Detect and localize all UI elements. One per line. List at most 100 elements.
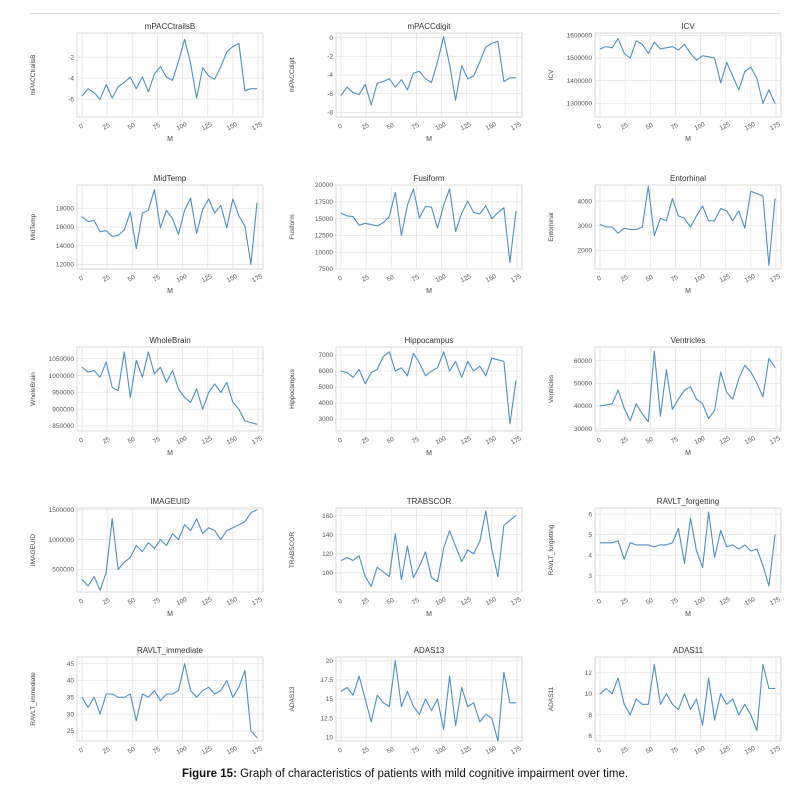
y-tick-label: 3000	[578, 223, 593, 230]
data-point	[172, 370, 173, 371]
data-point	[599, 542, 601, 544]
data-point	[696, 698, 697, 700]
data-point	[443, 729, 444, 730]
data-point	[732, 544, 734, 546]
y-tick-label: 40	[67, 678, 75, 685]
data-point	[425, 206, 426, 207]
data-point	[135, 248, 137, 249]
data-point	[81, 366, 83, 368]
x-tick-label: 25	[620, 597, 630, 607]
x-tick-label: 75	[411, 746, 421, 756]
data-point	[244, 420, 246, 422]
data-point	[166, 693, 167, 695]
data-point	[497, 212, 499, 213]
data-point	[714, 410, 715, 411]
data-point	[690, 226, 691, 228]
x-tick-label: 50	[127, 122, 137, 132]
data-point	[497, 576, 499, 578]
x-tick-label: 75	[152, 122, 162, 132]
data-point	[684, 562, 685, 564]
x-tick-label: 125	[460, 435, 473, 446]
x-tick-label: 0	[78, 598, 85, 606]
x-tick-label: 25	[361, 746, 371, 756]
data-point	[376, 566, 378, 568]
data-point	[732, 398, 734, 400]
y-tick-label: 120	[322, 551, 333, 558]
y-tick-label: 30000	[574, 426, 592, 433]
data-point	[708, 418, 709, 419]
series-line	[81, 509, 258, 591]
data-point	[720, 693, 722, 695]
plot-area	[594, 32, 782, 118]
data-point	[117, 696, 119, 698]
y-tick-label: 30	[67, 711, 75, 718]
data-point	[208, 686, 210, 688]
x-tick-label: 75	[152, 436, 162, 446]
data-point	[99, 713, 101, 715]
series-line	[340, 188, 517, 263]
x-tick-label: 50	[386, 436, 396, 446]
data-point	[346, 215, 348, 217]
y-axis-label: WholeBrain	[30, 372, 37, 406]
data-point	[641, 44, 643, 45]
y-tick-label: 20	[326, 658, 334, 665]
y-tick-label: 35	[67, 695, 75, 702]
y-tick-label: 1500000	[49, 507, 75, 514]
data-point	[413, 577, 414, 579]
data-point	[370, 372, 372, 373]
data-point	[653, 235, 655, 236]
data-point	[238, 524, 240, 526]
y-tick-label: 12500	[315, 233, 333, 240]
data-point	[744, 227, 746, 229]
y-tick-label: 17500	[315, 199, 333, 206]
x-tick-label: 100	[175, 121, 188, 132]
data-point	[142, 76, 143, 78]
chart-title: RAVLT_forgetting	[657, 497, 719, 506]
x-tick-label: 75	[411, 436, 421, 446]
data-point	[431, 370, 432, 372]
data-point	[762, 195, 764, 197]
data-point	[509, 423, 511, 425]
chart-icv: 0 25 50 75 100 125 150 175 1300000 1400000 1500000…	[548, 22, 782, 143]
data-point	[774, 198, 776, 199]
data-point	[515, 702, 517, 704]
series-line	[340, 510, 517, 587]
data-point	[178, 539, 179, 540]
data-point	[684, 44, 685, 45]
data-point	[479, 721, 481, 723]
x-tick-label: 0	[337, 275, 344, 283]
data-point	[196, 97, 197, 99]
data-point	[184, 397, 185, 398]
data-point	[617, 389, 619, 391]
y-tick-label: 1300000	[567, 101, 593, 108]
y-tick-label: 6	[588, 733, 592, 740]
data-point	[419, 362, 420, 364]
y-tick-label: -6	[327, 91, 333, 98]
y-tick-label: 6000	[319, 368, 334, 375]
x-tick-label: 75	[411, 122, 421, 132]
x-tick-label: 175	[769, 273, 782, 284]
data-point	[160, 700, 161, 702]
x-tick-label: 0	[78, 437, 85, 445]
data-point	[364, 576, 366, 578]
x-tick-label: 150	[226, 435, 239, 446]
data-point	[214, 383, 216, 385]
data-point	[388, 706, 390, 707]
x-tick-label: 50	[386, 122, 396, 132]
x-tick-label: 50	[127, 274, 137, 284]
y-tick-label: -2	[68, 54, 74, 61]
data-point	[256, 509, 258, 511]
data-point	[515, 380, 517, 381]
data-point	[388, 351, 390, 353]
x-tick-label: 175	[251, 273, 264, 284]
data-point	[485, 205, 487, 207]
data-point	[388, 576, 390, 578]
data-point	[672, 542, 673, 544]
series-line	[81, 351, 258, 425]
data-point	[455, 361, 456, 362]
data-point	[407, 691, 408, 692]
data-point	[690, 53, 691, 54]
data-point	[653, 664, 655, 665]
data-point	[678, 528, 679, 529]
